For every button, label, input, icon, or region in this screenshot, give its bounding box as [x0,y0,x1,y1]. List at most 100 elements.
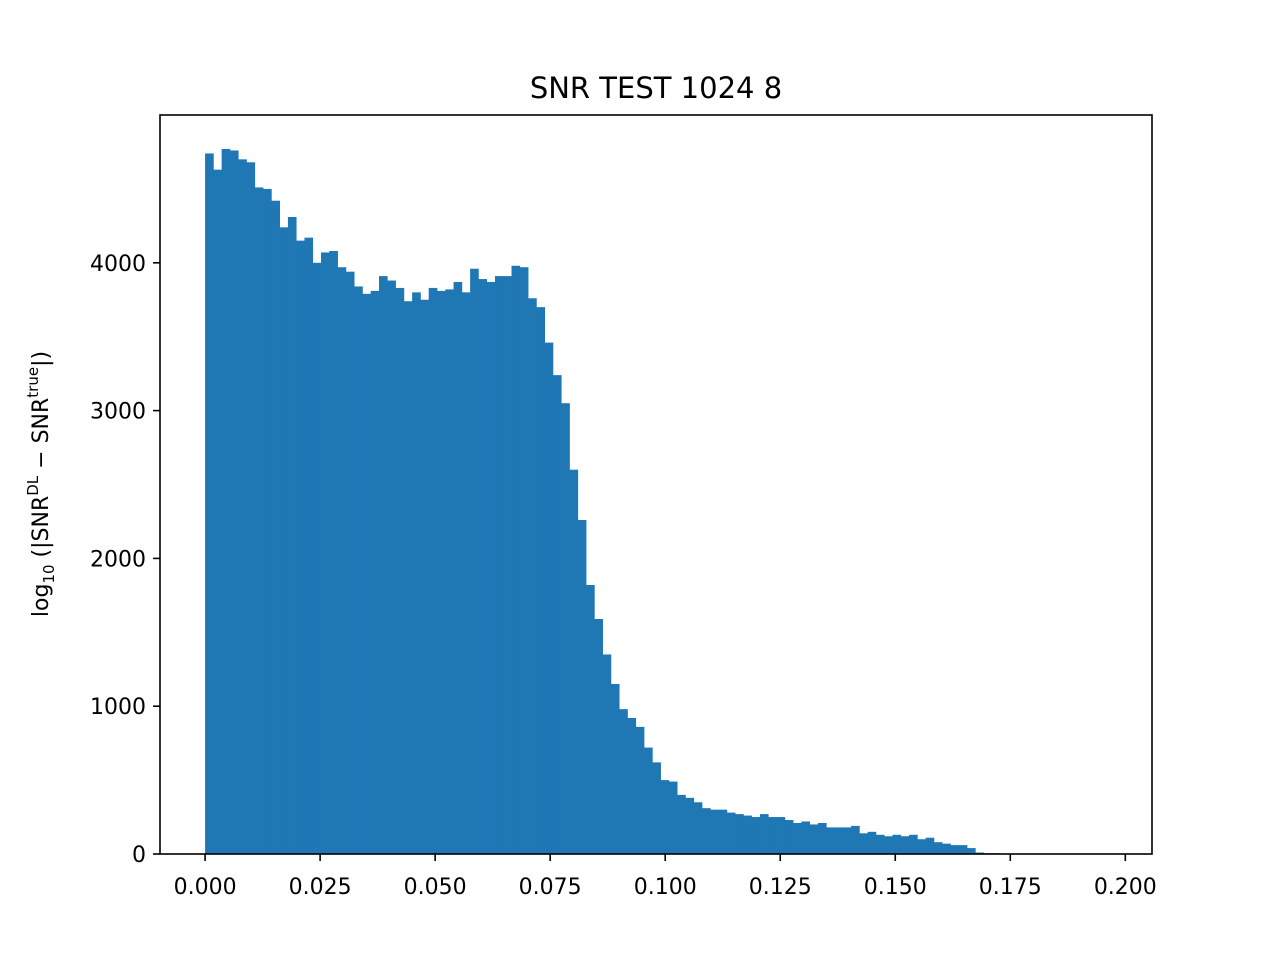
histogram-bar [776,817,786,854]
histogram-bar [859,833,868,854]
histogram-bar [436,290,446,854]
histogram-bar [362,293,372,855]
histogram-bar [685,797,695,854]
histogram-bar [875,834,885,854]
histogram-bar [917,839,926,854]
histogram-bar [312,262,322,854]
histogram-bar [461,292,471,854]
histogram-bar [254,187,264,855]
histogram-bar [271,200,280,855]
histogram-bar [453,282,463,854]
histogram-bar [909,834,918,854]
histogram-bar [668,781,678,854]
histogram-bar [304,237,314,855]
histogram-bar [644,747,653,854]
histogram-bar [933,842,943,854]
histogram-bar [677,794,686,854]
y-tick-label: 2000 [90,547,146,572]
histogram-bar [627,718,637,854]
histogram-bar [263,188,272,854]
histogram-bar [445,289,454,854]
histogram-bar [594,619,603,854]
histogram-bar [337,267,347,855]
histogram-bar [561,403,570,854]
histogram-bar [494,276,504,855]
histogram-bar [536,307,545,854]
histogram-bar [619,709,628,854]
histogram-bar [420,299,430,854]
histogram-bar [660,780,670,854]
x-tick-label: 0.175 [979,875,1042,900]
histogram-bar [793,822,802,854]
histogram-bar [884,836,893,854]
ylabel-close: |) [29,351,54,367]
histogram-bar [586,585,595,854]
histogram-bar [345,271,355,854]
x-tick-label: 0.075 [519,875,582,900]
histogram-bar [229,150,239,855]
ylabel-open: (|SNR [29,496,54,565]
histogram-bar [528,298,537,854]
histogram-bar [817,822,827,854]
histogram-bar [768,817,777,854]
histogram-bar [718,809,728,854]
histogram-bar [867,831,877,854]
histogram-bar [370,290,380,854]
histogram-bar [246,162,256,855]
y-tick-label: 1000 [90,695,146,720]
histogram-bar [329,250,338,855]
histogram-bar [519,267,529,855]
histogram-bar [950,845,960,854]
histogram-bar [354,286,363,854]
histogram-bar [569,469,579,854]
histogram-bar [702,808,711,854]
histogram-bar [652,762,661,854]
histogram-bar [842,827,852,854]
x-tick-label: 0.200 [1094,875,1157,900]
histogram-bar [478,279,488,854]
x-tick-label: 0.050 [404,875,467,900]
x-tick-label: 0.000 [174,875,237,900]
x-axis: 0.000 0.025 0.050 0.075 0.100 0.125 0.150 0.175… [174,854,1157,900]
histogram-bar [834,827,844,854]
histogram-bar [379,276,388,855]
histogram-bar [826,827,835,854]
histogram-bar [296,240,305,854]
ylabel-sup-dl: DL [24,475,42,496]
histogram-bar [395,287,405,854]
histogram-bar [287,216,297,855]
histogram-bar [602,654,612,854]
histogram-bar [851,825,860,854]
histogram-bar [511,265,521,854]
y-tick-label: 3000 [90,400,146,425]
ylabel-prefix: log [29,584,54,618]
y-tick-label: 0 [132,843,146,868]
histogram-bar [470,268,479,855]
histogram-bar [900,836,910,854]
x-tick-label: 0.025 [289,875,352,900]
histogram-bar [743,815,753,854]
histogram-bar [759,814,769,854]
x-tick-label: 0.100 [634,875,697,900]
histogram-bar [892,834,902,854]
bars-layer [205,148,1034,855]
y-axis-label: log10 (|SNRDL − SNRtrue|) [24,351,58,617]
histogram-bar [784,820,794,854]
ylabel-middle: − SNR [29,398,54,476]
histogram-bar [412,292,421,854]
histogram-bar [726,812,736,854]
histogram-bar [958,845,968,854]
histogram-bar [925,837,935,854]
histogram-bar [635,726,645,854]
histogram-bar [213,169,222,854]
chart-title: SNR TEST 1024 8 [530,71,782,105]
histogram-bar [577,519,587,854]
ylabel-prefix-sub: 10 [40,564,58,583]
histogram-bar [735,814,744,854]
histogram-bar [279,227,289,854]
y-tick-label: 4000 [90,252,146,277]
histogram-bar [428,287,438,854]
histogram-bar [801,821,811,854]
